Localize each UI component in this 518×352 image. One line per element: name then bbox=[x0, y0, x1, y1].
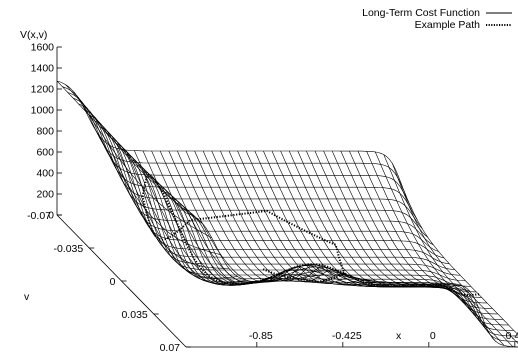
surface-line-x bbox=[314, 150, 445, 288]
x-axis-label: x bbox=[396, 330, 402, 342]
example-path bbox=[141, 173, 480, 297]
surface-line-v bbox=[72, 97, 418, 220]
z-tick-label: 600 bbox=[36, 147, 54, 159]
surface-line-x bbox=[392, 163, 518, 344]
v-tick-label: 0.07 bbox=[160, 342, 181, 352]
legend: Long-Term Cost Function Example Path bbox=[362, 7, 512, 31]
v-tick-label: -0.035 bbox=[53, 243, 83, 255]
z-tick-label: 400 bbox=[36, 168, 54, 180]
z-tick-label: 1600 bbox=[31, 42, 55, 54]
surface-line-x bbox=[357, 150, 488, 329]
surface-line-x bbox=[73, 92, 204, 225]
surface-line-v bbox=[185, 212, 518, 348]
surface-line-x bbox=[211, 150, 341, 282]
example-path-layer bbox=[141, 173, 480, 297]
surface-line-x bbox=[366, 151, 496, 342]
surface-line-v bbox=[180, 207, 518, 342]
surface-line-v bbox=[153, 181, 498, 315]
surface-line-x bbox=[185, 150, 316, 282]
surface-line-x bbox=[194, 150, 324, 282]
legend-label-cost: Long-Term Cost Function bbox=[362, 7, 480, 19]
surface-line-x bbox=[220, 150, 350, 283]
x-tick-label: -0.85 bbox=[249, 330, 273, 342]
surface-line-v bbox=[99, 126, 445, 259]
surface-line-x bbox=[108, 144, 238, 279]
z-tick-label: 1000 bbox=[31, 105, 55, 117]
surface-line-x bbox=[99, 136, 229, 269]
surface-line-x bbox=[271, 150, 402, 287]
axes: 0 200 400 600 800 1000 1200 1400 1600 -0.07 -0.035… bbox=[27, 42, 518, 352]
cost-surface-mesh bbox=[56, 80, 518, 348]
x-tick-label: 0 bbox=[430, 330, 436, 342]
surface-line-x bbox=[228, 150, 359, 283]
z-tick-label: 800 bbox=[36, 126, 54, 138]
surface-line-x bbox=[237, 150, 367, 284]
surface-line-x bbox=[82, 105, 212, 239]
v-axis-label: v bbox=[24, 291, 30, 303]
z-tick-label: 0 bbox=[48, 210, 54, 222]
v-tick-label: 0.035 bbox=[121, 309, 147, 321]
z-tick-label: 200 bbox=[36, 189, 54, 201]
surface-line-x bbox=[374, 151, 505, 346]
z-tick-label: 1200 bbox=[31, 84, 55, 96]
surface-line-x bbox=[177, 150, 307, 283]
surface-line-v bbox=[105, 131, 450, 265]
surface-line-x bbox=[288, 150, 419, 288]
z-tick-label: 1400 bbox=[31, 63, 55, 75]
surface-line-x bbox=[245, 150, 376, 285]
surface-line-v bbox=[89, 115, 434, 246]
v-tick-label: -0.07 bbox=[27, 210, 51, 222]
legend-label-path: Example Path bbox=[415, 19, 481, 31]
surface-line-x bbox=[202, 150, 333, 282]
x-tick-label: 0.425 bbox=[506, 330, 518, 342]
surface-line-v bbox=[164, 191, 509, 326]
v-tick-label: 0 bbox=[110, 276, 116, 288]
surface-line-v bbox=[175, 202, 518, 337]
surface-line-x bbox=[306, 150, 436, 288]
surface-line-x bbox=[263, 150, 393, 287]
x-tick-label: -0.425 bbox=[332, 330, 362, 342]
surface-line-x bbox=[91, 122, 221, 255]
surface-line-x bbox=[134, 150, 264, 286]
surface-line-x bbox=[142, 150, 273, 286]
surface-line-x bbox=[383, 154, 514, 347]
surface-line-v bbox=[148, 175, 493, 309]
z-axis-label: V(x,v) bbox=[20, 29, 47, 41]
surface-line-x bbox=[56, 80, 187, 214]
surface-line-x bbox=[400, 182, 518, 336]
surface-line-x bbox=[254, 150, 384, 286]
surface-line-v bbox=[67, 92, 413, 209]
